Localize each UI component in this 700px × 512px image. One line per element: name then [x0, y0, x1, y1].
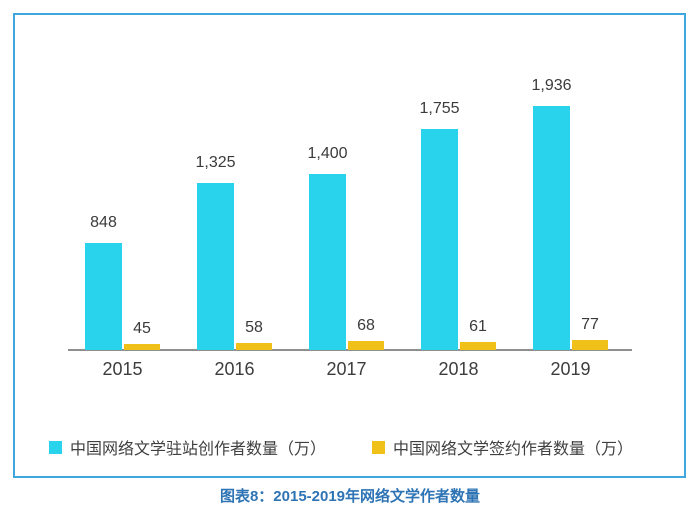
value-label-resident-2018: 1,755	[419, 100, 460, 117]
value-label-contracted-2017: 68	[357, 317, 375, 334]
bar-resident-2019	[533, 106, 570, 350]
plot-area: 848 45 2015 1,325 58 2016 1,400 68 2017 1,755 61 20…	[15, 15, 684, 476]
x-tick-2015: 2015	[102, 359, 143, 379]
value-label-resident-2017: 1,400	[307, 145, 348, 162]
legend-swatch-cyan	[49, 440, 62, 454]
value-label-contracted-2016: 58	[245, 319, 263, 336]
bar-resident-2015	[85, 243, 122, 350]
legend-item-contracted-authors: 中国网络文学签约作者数量（万）	[372, 437, 634, 458]
bar-contracted-2015	[124, 344, 160, 350]
value-label-resident-2019: 1,936	[531, 77, 572, 94]
value-label-contracted-2018: 61	[469, 318, 487, 335]
x-tick-2017: 2017	[326, 359, 367, 379]
bar-resident-2017	[309, 174, 346, 350]
legend: 中国网络文学驻站创作者数量（万） 中国网络文学签约作者数量（万）	[15, 437, 684, 461]
bar-resident-2018	[421, 129, 458, 350]
value-label-resident-2016: 1,325	[195, 154, 236, 171]
value-label-contracted-2015: 45	[133, 320, 151, 337]
legend-label: 中国网络文学驻站创作者数量（万）	[70, 441, 327, 458]
chart-title: 图表8：2015-2019年网络文学作者数量	[219, 488, 481, 505]
x-tick-2016: 2016	[214, 359, 255, 379]
bar-contracted-2019	[572, 340, 608, 350]
x-tick-2018: 2018	[438, 359, 479, 379]
legend-swatch-yellow	[372, 440, 385, 454]
bar-contracted-2017	[348, 341, 384, 350]
x-axis-line	[68, 349, 632, 351]
bar-contracted-2018	[460, 342, 496, 350]
value-label-contracted-2019: 77	[581, 316, 599, 333]
bar-resident-2016	[197, 183, 234, 350]
legend-label: 中国网络文学签约作者数量（万）	[393, 441, 634, 458]
legend-item-resident-authors: 中国网络文学驻站创作者数量（万）	[49, 437, 327, 458]
value-label-resident-2015: 848	[90, 214, 117, 231]
x-tick-2019: 2019	[550, 359, 591, 379]
chart-container: 848 45 2015 1,325 58 2016 1,400 68 2017 1,755 61 20…	[13, 13, 686, 478]
bar-contracted-2016	[236, 343, 272, 350]
